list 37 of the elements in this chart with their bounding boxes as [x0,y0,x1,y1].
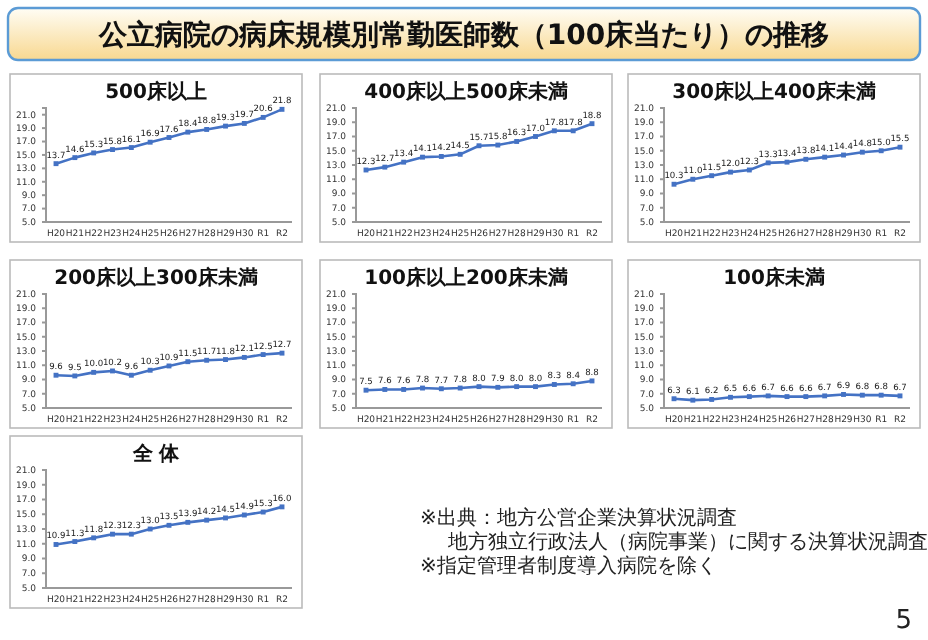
chart-title: 400床以上500床未満 [364,80,568,104]
chart-title: 100床未満 [723,266,825,290]
point [185,129,191,135]
chart-title: 500床以上 [105,80,207,104]
point [878,148,884,154]
point [765,160,771,166]
text: 公立病院の病床規模別常勤医師数（100床当たり）の推移 [96,18,830,52]
text: 5 [895,606,912,636]
point [91,535,97,541]
point [822,154,828,160]
chart-title: 200床以上300床未満 [54,266,258,290]
chart-title: 100床以上200床未満 [364,266,568,290]
point [128,531,134,537]
point [72,373,78,379]
point [147,367,153,373]
point [690,176,696,182]
line-series [53,350,285,379]
text: 地方独立行政法人（病院事業）に関する決算状況調査 [446,530,928,554]
chart-title: 300床以上400床未満 [672,80,876,104]
point [803,156,809,162]
point [241,354,247,360]
point [204,517,210,523]
point [570,128,576,134]
point [382,164,388,170]
point [185,359,191,365]
point [147,139,153,145]
text: ※指定管理者制度導入病院を除く [420,554,717,578]
point [859,149,865,155]
point [91,150,97,156]
point [72,155,78,161]
point [401,159,407,165]
point [709,173,715,179]
point [457,151,463,157]
text: ※出典：地方公営企業決算状況調査 [420,506,737,530]
point [260,114,266,120]
chart-title: 全 体 [130,442,182,466]
point [204,357,210,363]
